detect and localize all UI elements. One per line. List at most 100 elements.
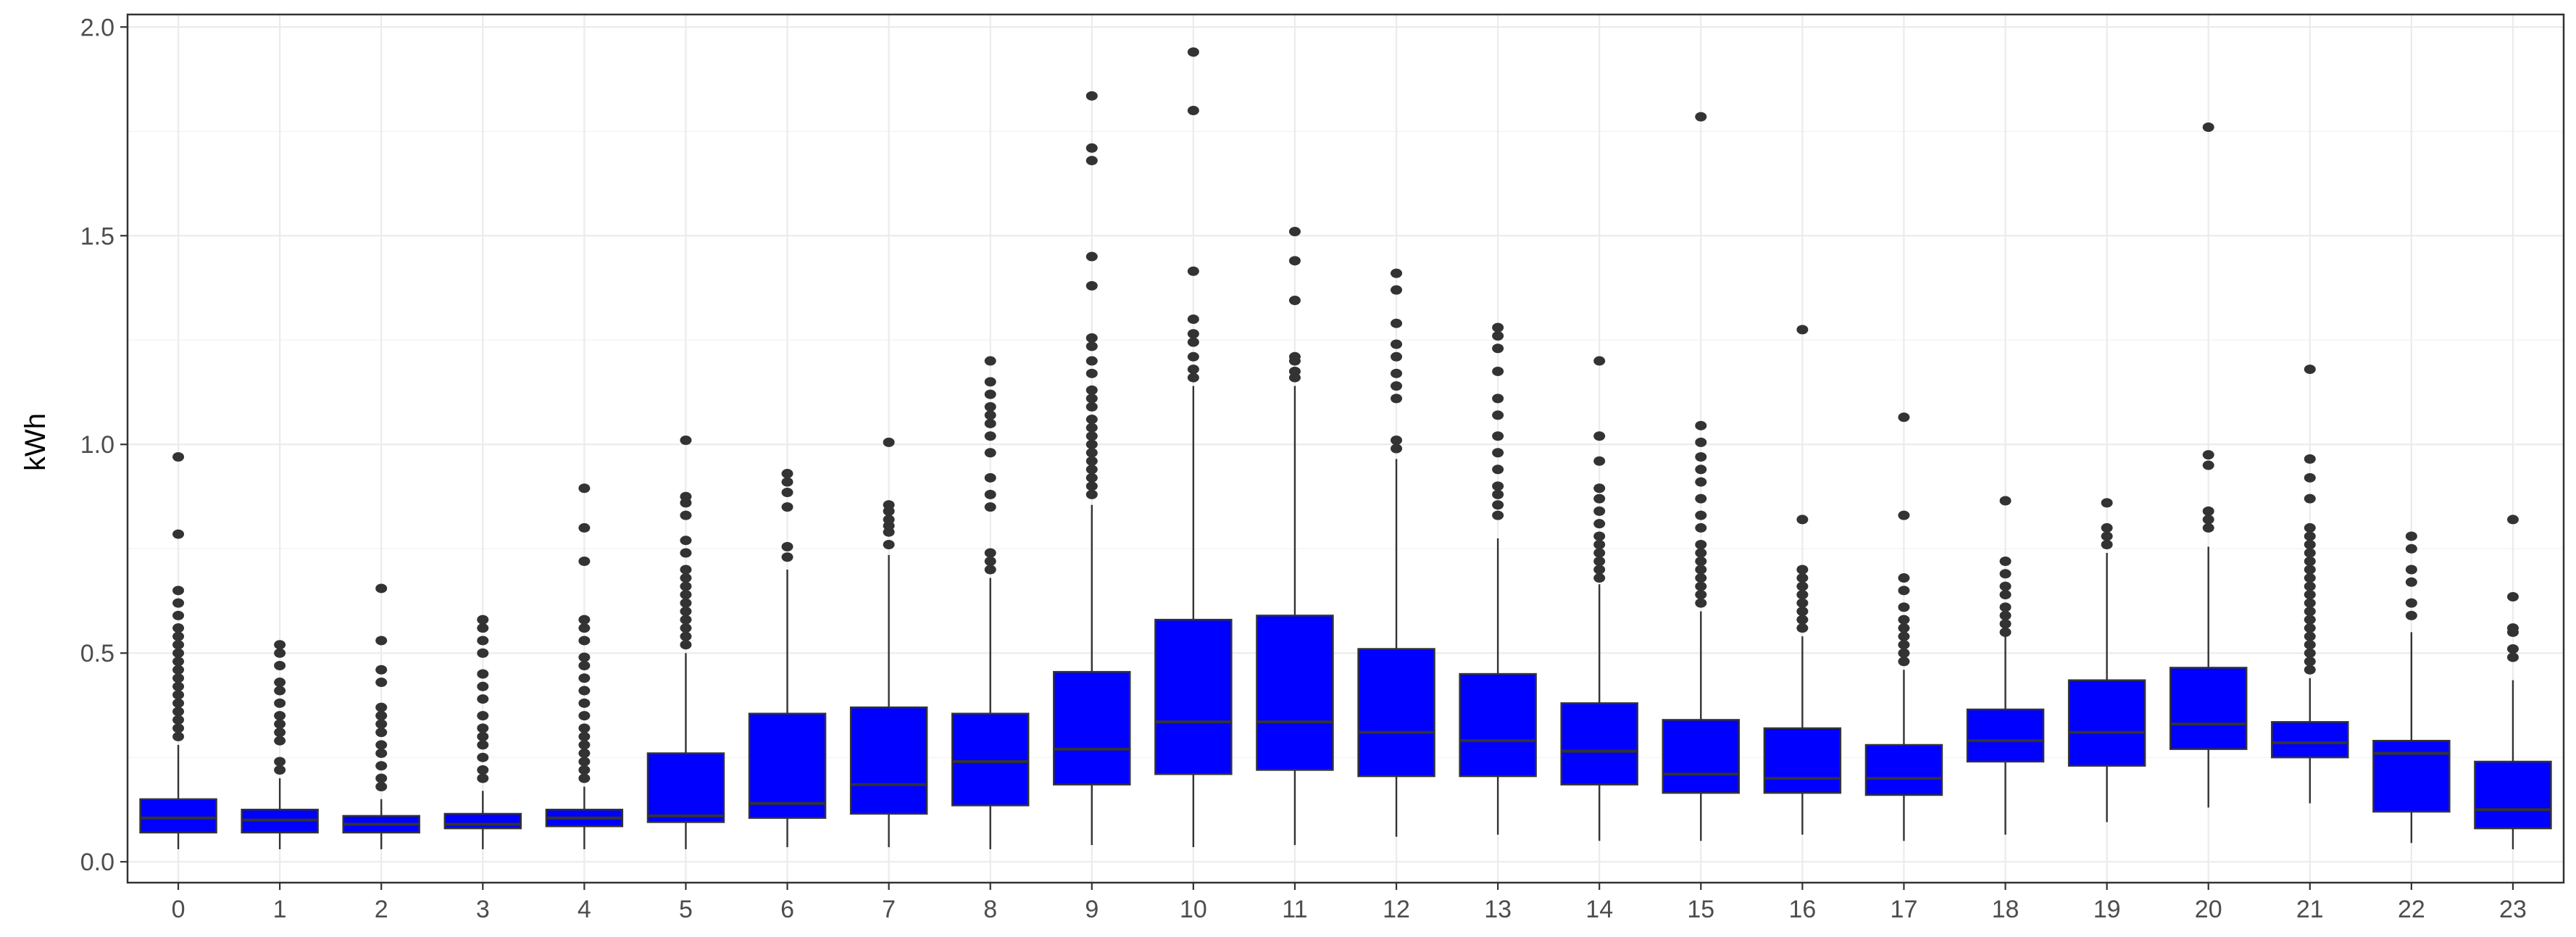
iqr-box	[1053, 670, 1131, 786]
outlier-point	[1085, 439, 1098, 449]
iqr-box	[2271, 721, 2349, 759]
iqr-box	[443, 812, 522, 830]
outlier-point	[883, 500, 895, 510]
outlier-point	[1492, 481, 1504, 491]
outlier-point	[2304, 539, 2316, 549]
outlier-point	[1898, 631, 1910, 641]
outlier-point	[1492, 465, 1504, 475]
box-hour-13	[1459, 322, 1537, 835]
x-tick-label: 3	[476, 896, 490, 923]
outlier-point	[1085, 368, 1098, 378]
outlier-point	[781, 477, 793, 487]
outlier-point	[375, 678, 388, 688]
outlier-point	[1796, 581, 1809, 591]
outlier-point	[2101, 522, 2113, 533]
outlier-point	[1492, 343, 1504, 354]
x-tick-label: 15	[1687, 896, 1714, 923]
outlier-point	[1391, 443, 1403, 454]
outlier-point	[2405, 610, 2417, 620]
outlier-point	[1492, 393, 1504, 404]
outlier-point	[172, 598, 185, 608]
outlier-point	[172, 665, 185, 675]
iqr-box	[2372, 739, 2451, 813]
outlier-point	[477, 694, 489, 704]
outlier-point	[172, 529, 185, 539]
outlier-point	[1999, 619, 2012, 629]
outlier-point	[1695, 590, 1707, 600]
outlier-point	[375, 748, 388, 758]
outlier-point	[1898, 648, 1910, 658]
outlier-point	[984, 557, 996, 567]
outlier-point	[1898, 657, 1910, 667]
outlier-point	[274, 757, 286, 767]
outlier-point	[274, 686, 286, 696]
x-tick-label: 13	[1484, 896, 1512, 923]
outlier-point	[1085, 401, 1098, 412]
outlier-point	[1187, 266, 1199, 276]
y-tick-label: 1.0	[80, 431, 114, 459]
outlier-point	[680, 631, 692, 641]
y-tick-label: 0.5	[80, 640, 114, 667]
outlier-point	[2202, 506, 2214, 516]
outlier-point	[1085, 481, 1098, 491]
outlier-point	[1593, 531, 1606, 541]
box-hour-20	[2169, 122, 2248, 808]
outlier-point	[1187, 365, 1199, 375]
box-hour-3	[443, 615, 522, 849]
outlier-point	[2304, 640, 2316, 650]
outlier-point	[2506, 515, 2519, 525]
outlier-point	[1492, 448, 1504, 458]
box-hour-19	[2067, 498, 2146, 823]
outlier-point	[984, 565, 996, 575]
outlier-point	[172, 640, 185, 650]
outlier-point	[984, 410, 996, 420]
outlier-point	[1391, 285, 1403, 295]
outlier-point	[680, 615, 692, 625]
outlier-point	[578, 757, 591, 767]
outlier-point	[1999, 627, 2012, 637]
outlier-point	[2202, 522, 2214, 533]
outlier-point	[2304, 472, 2316, 483]
outlier-point	[172, 690, 185, 700]
outlier-point	[1187, 47, 1199, 57]
outlier-point	[1391, 318, 1403, 328]
outlier-point	[1085, 448, 1098, 458]
outlier-point	[680, 565, 692, 575]
outlier-point	[274, 736, 286, 746]
outlier-point	[1492, 366, 1504, 376]
x-tick-label: 7	[882, 896, 896, 923]
outlier-point	[1695, 557, 1707, 567]
box-hour-16	[1763, 325, 1842, 835]
outlier-point	[274, 719, 286, 729]
outlier-point	[172, 723, 185, 733]
outlier-point	[1593, 431, 1606, 441]
outlier-point	[1898, 573, 1910, 583]
outlier-point	[984, 472, 996, 483]
outlier-point	[1898, 602, 1910, 612]
outlier-point	[680, 536, 692, 546]
x-tick-label: 16	[1788, 896, 1816, 923]
outlier-point	[984, 418, 996, 428]
outlier-point	[1593, 356, 1606, 366]
box-hour-15	[1662, 112, 1741, 841]
outlier-point	[781, 541, 793, 551]
outlier-point	[578, 748, 591, 758]
outlier-point	[2202, 460, 2214, 470]
outlier-point	[375, 665, 388, 675]
x-tick-label: 17	[1891, 896, 1918, 923]
outlier-point	[984, 448, 996, 458]
outlier-point	[1796, 565, 1809, 575]
outlier-point	[578, 483, 591, 494]
outlier-point	[1085, 156, 1098, 166]
outlier-point	[680, 640, 692, 650]
outlier-point	[1695, 465, 1707, 475]
outlier-point	[477, 669, 489, 679]
outlier-point	[172, 648, 185, 658]
outlier-point	[1898, 586, 1910, 596]
outlier-point	[274, 728, 286, 738]
outlier-point	[1187, 337, 1199, 347]
outlier-point	[1695, 420, 1707, 430]
outlier-point	[883, 539, 895, 549]
outlier-point	[1085, 489, 1098, 499]
